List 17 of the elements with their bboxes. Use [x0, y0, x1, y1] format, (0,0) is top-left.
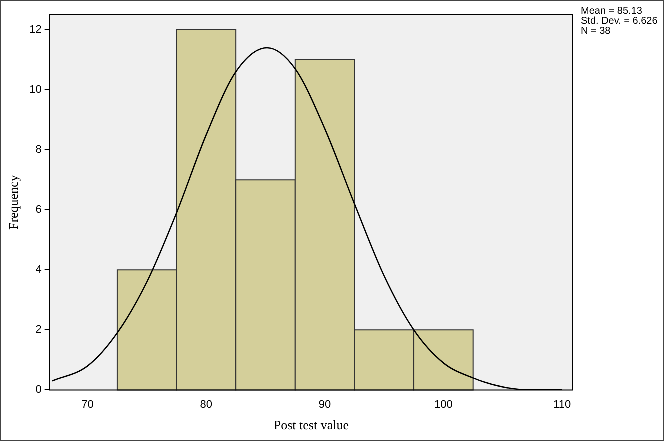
- y-tick-label: 4: [36, 264, 42, 276]
- text: Std. Dev. = 6.626: [581, 16, 658, 27]
- text: Mean = 85.13: [581, 6, 644, 17]
- x-tick-label: 110: [554, 398, 572, 411]
- x-axis-title: Post test value: [274, 418, 350, 433]
- x-tick-label: 90: [318, 398, 332, 411]
- x-tick-label: 100: [434, 398, 453, 411]
- y-tick-label: 0: [36, 384, 42, 396]
- y-tick-label: 6: [36, 204, 42, 216]
- y-tick-label: 8: [36, 144, 42, 156]
- y-tick-label: 2: [36, 324, 42, 336]
- y-axis-title: Frequency: [6, 174, 22, 230]
- y-tick-label: 12: [30, 24, 42, 36]
- y-tick-label: 10: [30, 84, 42, 96]
- text: N = 38: [581, 26, 612, 37]
- x-tick-label: 70: [82, 398, 94, 411]
- x-tick-label: 80: [200, 398, 213, 411]
